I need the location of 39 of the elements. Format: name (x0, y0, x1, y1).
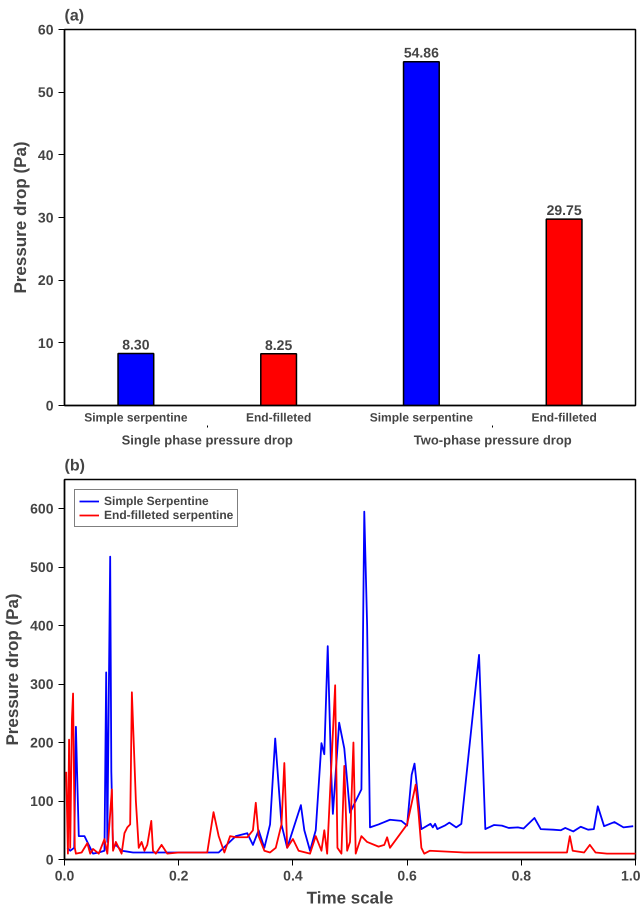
text: Single phase pressure drop (122, 432, 293, 448)
data-label: 29.75 (546, 202, 582, 218)
y-axis-title: Pressure drop (Pa) (3, 593, 22, 746)
data-label: 8.30 (122, 336, 150, 352)
chart-title: (b) (64, 458, 85, 474)
y-tick-label: 30 (38, 210, 54, 226)
x-tick-label: 0.8 (512, 868, 532, 884)
y-tick-label: 300 (30, 676, 54, 692)
y-tick-label: 400 (30, 618, 54, 634)
y-tick-label: 100 (30, 793, 54, 810)
x-tick-label: 0.4 (283, 868, 303, 884)
legend-label: End-filleted serpentine (104, 508, 234, 522)
x-axis-title: Time scale (306, 888, 394, 908)
y-tick-label: 60 (38, 22, 54, 38)
x-tick-label: 1.0 (621, 868, 641, 884)
data-label: 54.86 (404, 44, 440, 61)
x-tick-label: End-filleted (531, 410, 597, 424)
x-tick-label: 0.2 (168, 868, 189, 884)
y-tick-label: 600 (30, 500, 54, 517)
data-label: 8.25 (265, 336, 292, 353)
y-tick-label: 200 (30, 734, 54, 751)
x-tick-label: End-filleted (246, 410, 312, 424)
x-tick-label: Simple serpentine (84, 410, 188, 424)
y-tick-label: 20 (38, 272, 54, 288)
line-series (65, 684, 636, 855)
x-tick-label: 0.0 (54, 868, 74, 884)
y-tick-label: 40 (38, 146, 54, 163)
y-tick-label: 50 (38, 84, 54, 100)
y-tick-label: 0 (46, 852, 54, 868)
legend-label: Simple Serpentine (104, 494, 209, 508)
y-tick-label: 0 (46, 398, 54, 414)
x-tick-label: 0.6 (397, 868, 418, 884)
y-tick-label: 500 (30, 559, 54, 576)
x-tick-label: Simple serpentine (370, 410, 474, 424)
chart-title: (a) (64, 8, 84, 24)
y-axis-title: Pressure drop (Pa) (10, 141, 30, 294)
text: Two-phase pressure drop (414, 432, 572, 448)
y-tick-label: 10 (38, 334, 54, 351)
line-series (66, 510, 634, 855)
